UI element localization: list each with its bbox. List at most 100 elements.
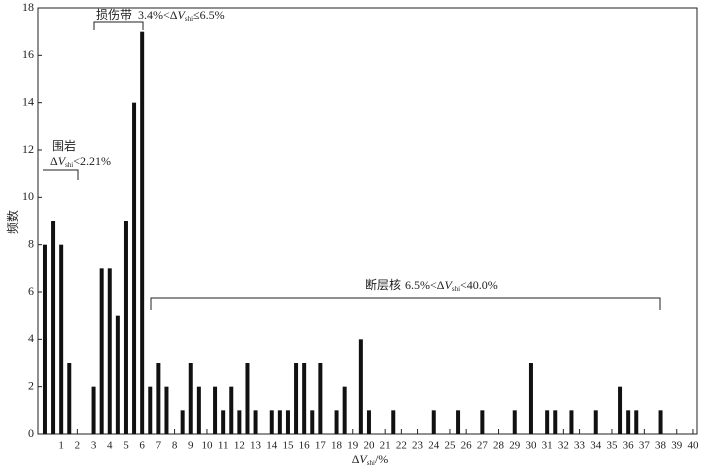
bar [107, 268, 112, 434]
x-tick-label: 35 [606, 440, 618, 452]
x-tick-label: 19 [347, 440, 359, 452]
x-tick-label: 28 [493, 440, 505, 452]
y-tick-label: 8 [28, 236, 34, 250]
bar [342, 386, 347, 434]
bar [626, 410, 631, 434]
bar [42, 244, 47, 434]
x-tick-label: 3 [91, 440, 97, 452]
bar [294, 363, 299, 434]
bar [334, 410, 339, 434]
x-tick-label: 7 [156, 440, 162, 452]
bar [569, 410, 574, 434]
annotation-label: 损伤带 [96, 8, 132, 22]
formula-var: V [359, 452, 368, 466]
bar [51, 221, 56, 434]
bracket [43, 169, 79, 180]
x-tick-label: 2 [75, 440, 81, 452]
x-tick-label: 9 [188, 440, 194, 452]
x-tick-label: 39 [671, 440, 683, 452]
bar [269, 410, 274, 434]
y-tick-label: 4 [28, 331, 34, 345]
bar [229, 386, 234, 434]
bar [67, 363, 72, 434]
formula-part: <40.0% [460, 278, 498, 292]
x-tick-label: 5 [123, 440, 129, 452]
formula-part: ≤6.5% [193, 8, 225, 22]
bar [115, 315, 120, 434]
bar [99, 268, 104, 434]
bar [512, 410, 517, 434]
bar [245, 363, 250, 434]
bar [593, 410, 598, 434]
bar [213, 386, 218, 434]
y-axis-label: 频数 [5, 210, 20, 234]
x-tick-label: 4 [107, 440, 113, 452]
bar [221, 410, 226, 434]
x-tick-label: 20 [363, 440, 375, 452]
formula-sub: shi [185, 15, 193, 23]
x-tick-label: 14 [266, 440, 278, 452]
bar [253, 410, 258, 434]
formula-var: V [445, 278, 454, 292]
x-tick-label: 26 [461, 440, 473, 452]
x-tick-label: 6 [139, 440, 145, 452]
x-tick-label: 1 [58, 440, 64, 452]
formula-var: V [178, 8, 187, 22]
x-tick-label: 40 [687, 440, 699, 452]
x-axis-label: ΔVshi/% [352, 452, 389, 467]
bracket [93, 21, 144, 30]
bar [164, 386, 169, 434]
bar [634, 410, 639, 434]
bar [480, 410, 485, 434]
bar [180, 410, 185, 434]
x-tick-label: 36 [623, 440, 635, 452]
bar [59, 244, 64, 434]
bar [156, 363, 161, 434]
x-tick-label: 22 [396, 440, 407, 452]
bar [456, 410, 461, 434]
y-tick-label: 2 [28, 378, 34, 392]
bar [140, 31, 145, 435]
x-tick-label: 27 [477, 440, 489, 452]
bar [196, 386, 201, 434]
bar [366, 410, 371, 434]
bar [188, 363, 193, 434]
bar [391, 410, 396, 434]
bar [658, 410, 663, 434]
y-tick-label: 6 [28, 284, 34, 298]
x-tick-label: 16 [299, 440, 311, 452]
x-tick-label: 23 [412, 440, 424, 452]
bar [553, 410, 558, 434]
formula-sub: shi [367, 459, 375, 467]
bar [310, 410, 315, 434]
bar [318, 363, 323, 434]
x-tick-label: 10 [201, 440, 213, 452]
bar [302, 363, 307, 434]
y-tick-label: 14 [22, 94, 34, 108]
annotation: 损伤带 3.4%<ΔVshi≤6.5% [96, 8, 225, 23]
x-tick-label: 11 [218, 440, 229, 452]
x-tick-label: 15 [282, 440, 294, 452]
annotation-label: 断层核 [365, 277, 401, 292]
bracket [150, 297, 661, 310]
formula-part: 3.4%<Δ [138, 8, 178, 22]
annotation-formula: ΔVshi<2.21% [50, 154, 111, 169]
y-tick-label: 16 [22, 47, 34, 61]
x-tick-label: 37 [639, 440, 651, 452]
y-tick-label: 12 [22, 142, 34, 156]
x-tick-label: 29 [509, 440, 521, 452]
bar [148, 386, 153, 434]
bar [277, 410, 282, 434]
bar [545, 410, 550, 434]
x-tick-label: 30 [525, 440, 537, 452]
y-tick-label: 18 [22, 0, 34, 14]
plot-frame [37, 7, 698, 435]
bar [132, 102, 137, 435]
bar [618, 386, 623, 434]
x-tick-label: 25 [444, 440, 456, 452]
x-tick-label: 24 [428, 440, 440, 452]
formula-part: Δ [50, 154, 58, 168]
formula-part: Δ [352, 452, 360, 466]
x-tick-label: 34 [590, 440, 602, 452]
